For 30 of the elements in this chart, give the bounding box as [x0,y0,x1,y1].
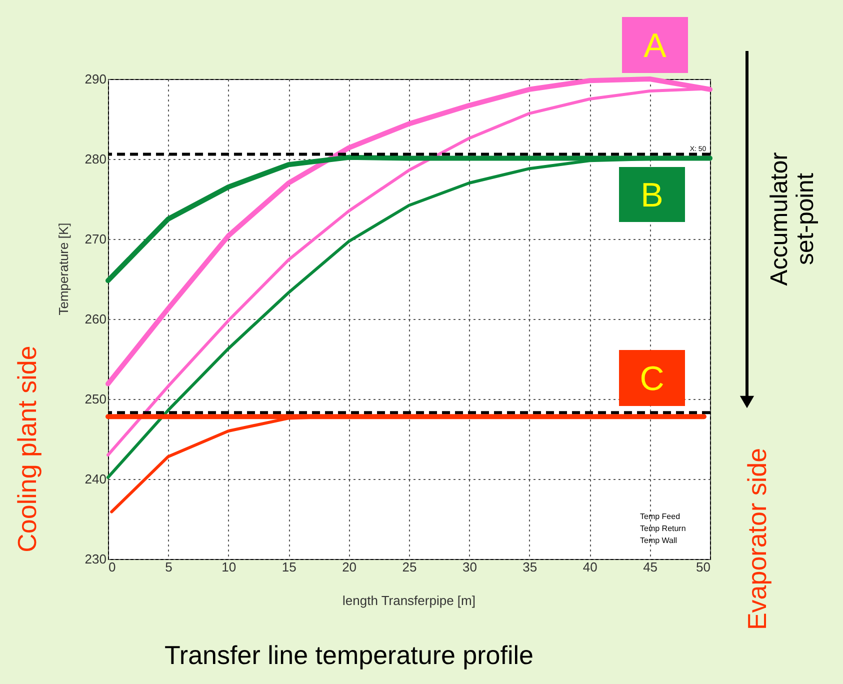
x-tick-label: 20 [342,560,357,574]
annotation: Temp Feed [640,512,680,521]
x-tick-label: 25 [402,560,417,574]
x-tick-label: 50 [696,560,710,574]
x-tick-label: 0 [108,560,116,574]
y-tick-label: 260 [84,312,106,326]
x-tick-label: 35 [522,560,538,574]
text: Cooling plant side [12,346,42,552]
x-tick-label: 30 [462,560,477,574]
text: A [644,27,667,65]
x-axis-title: length Transferpipe [m] [342,593,476,608]
y-axis-title: Temperature [K] [56,222,71,316]
y-tick-label: 290 [84,72,106,86]
y-tick-label: 280 [84,152,106,166]
y-tick-label: 240 [84,472,106,486]
annotation: Temp Return [640,524,686,533]
text: Evaporator side [742,448,772,630]
y-tick-label: 250 [84,392,106,406]
text: Transfer line temperature profile [164,640,534,670]
y-tick-label: 230 [84,552,106,566]
annotation: C [640,360,664,398]
x-tick-label: 15 [282,560,296,574]
annotation: Temp Wall [640,536,678,545]
x-tick-label: 45 [643,560,658,574]
x-tick-label: 5 [165,560,172,574]
annotation: B [640,176,664,214]
x-tick-label: 10 [222,560,236,574]
text: Accumulator set-point [766,152,819,286]
x-tick-label: 40 [582,560,598,574]
y-tick-label: 270 [84,232,106,246]
